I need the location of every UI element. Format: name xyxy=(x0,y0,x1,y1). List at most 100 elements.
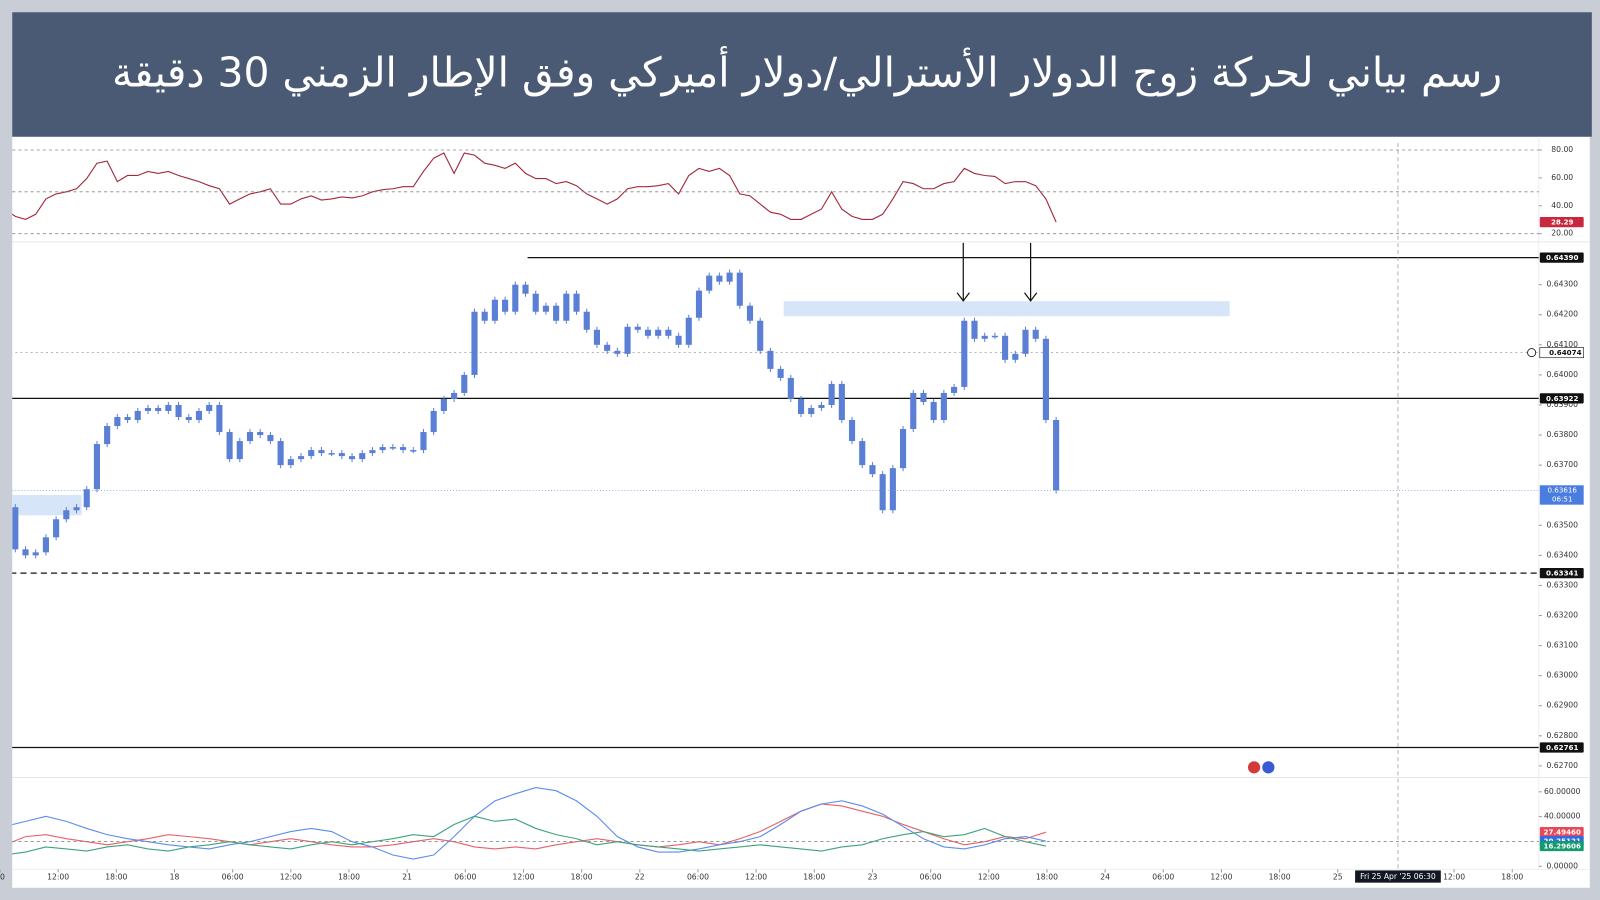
candle xyxy=(532,293,539,312)
candle xyxy=(767,350,774,369)
candle xyxy=(420,432,427,451)
candle xyxy=(2,507,8,509)
candle xyxy=(63,510,70,520)
x-tick-label: 12:00 xyxy=(280,873,302,882)
event-flag xyxy=(1247,761,1261,774)
candle xyxy=(267,435,274,442)
candle xyxy=(216,404,223,433)
candle xyxy=(920,392,927,402)
level-tag: 0.64074 xyxy=(1549,348,1581,357)
y-tick-label: 40.00000 xyxy=(1544,812,1581,821)
y-tick-label: 60.00 xyxy=(1551,173,1573,182)
candle xyxy=(583,311,590,330)
candle xyxy=(400,447,407,451)
candle xyxy=(961,320,968,387)
candle xyxy=(900,429,907,469)
candle xyxy=(746,305,754,321)
candle xyxy=(706,275,713,291)
candle xyxy=(522,284,529,294)
y-tick-label: 0.64300 xyxy=(1546,280,1578,289)
y-tick-label: 0.63200 xyxy=(1546,611,1578,620)
candle xyxy=(308,450,315,457)
candle xyxy=(542,305,549,312)
line xyxy=(12,803,1047,850)
candle xyxy=(859,441,866,466)
chart-background xyxy=(12,136,1590,888)
candle xyxy=(114,416,121,427)
candle xyxy=(491,299,498,321)
candle xyxy=(644,329,652,336)
candle xyxy=(144,407,152,411)
value-tag-bg xyxy=(1539,827,1584,838)
zone xyxy=(12,494,82,516)
candle xyxy=(104,426,111,445)
chart-title: رسم بياني لحركة زوج الدولار الأسترالي/دو… xyxy=(112,46,1502,97)
x-tick-label: 18:00 xyxy=(105,873,127,882)
candle xyxy=(481,311,488,321)
candle xyxy=(695,290,703,318)
y-tick-label: 0.63300 xyxy=(1546,580,1578,589)
candle xyxy=(83,489,90,508)
candle xyxy=(124,416,131,421)
level-tag-bg xyxy=(1539,252,1584,263)
x-tick-label: 06:00 xyxy=(222,873,244,882)
y-tick-label: 0.62700 xyxy=(1546,761,1578,770)
candle xyxy=(134,410,141,421)
event-flag xyxy=(1262,761,1275,774)
y-tick-label: 0.00000 xyxy=(1546,861,1578,870)
x-tick-label: 22 xyxy=(635,873,645,882)
candle xyxy=(848,420,856,442)
y-tick-label: 80.00 xyxy=(1551,145,1573,154)
candle xyxy=(246,432,254,442)
candle xyxy=(1032,329,1039,339)
candle xyxy=(563,293,570,321)
candle xyxy=(12,507,19,550)
candle xyxy=(165,404,172,411)
candle xyxy=(553,305,560,321)
candle xyxy=(981,335,988,339)
candle xyxy=(808,407,815,414)
x-tick-label: 06:00 xyxy=(920,873,942,882)
level-tag: 0.64390 xyxy=(1546,253,1578,262)
x-tick-label: 06:00 xyxy=(1152,873,1174,882)
candle xyxy=(369,450,376,454)
x-tick-label: 00 xyxy=(0,873,5,882)
y-tick-label: 0.64200 xyxy=(1546,310,1578,319)
x-tick-label: 18:00 xyxy=(571,873,593,882)
y-tick-label: 0.63900 xyxy=(1546,400,1578,409)
candle xyxy=(430,410,437,433)
candle xyxy=(512,284,519,312)
x-tick-label: 06:00 xyxy=(454,873,476,882)
x-tick-label: 25 xyxy=(1333,873,1343,882)
candle xyxy=(951,386,958,393)
x-tick-label: 21 xyxy=(402,873,412,882)
x-tick-label: 18 xyxy=(170,873,180,882)
candle xyxy=(624,326,631,354)
y-tick-label: 20.00 xyxy=(1551,229,1573,238)
x-tick-label: 12:00 xyxy=(978,873,1000,882)
value-tag: 27.49460 xyxy=(1544,828,1581,837)
candle xyxy=(797,398,805,414)
candle xyxy=(828,383,835,405)
candle xyxy=(22,549,29,556)
candle xyxy=(379,447,386,451)
candle xyxy=(1053,420,1060,491)
candle xyxy=(736,272,743,306)
candle xyxy=(655,329,662,336)
x-tick-label: 12:00 xyxy=(745,873,767,882)
x-tick-label: 23 xyxy=(868,873,878,882)
x-tick-label: 24 xyxy=(1100,873,1110,882)
y-tick-label: 0.63000 xyxy=(1546,671,1578,680)
candle xyxy=(236,441,243,460)
candle xyxy=(155,407,162,411)
candle xyxy=(940,392,947,421)
zone xyxy=(783,301,1230,317)
last-price-tag: 0.63616 xyxy=(1548,485,1578,494)
candle xyxy=(757,320,764,351)
value-tag: 16.29606 xyxy=(1544,842,1581,851)
line xyxy=(12,787,1047,860)
y-tick-label: 0.63700 xyxy=(1546,460,1578,469)
line xyxy=(12,152,1057,223)
candle xyxy=(318,450,325,454)
x-tick-label: 18:00 xyxy=(1036,873,1058,882)
